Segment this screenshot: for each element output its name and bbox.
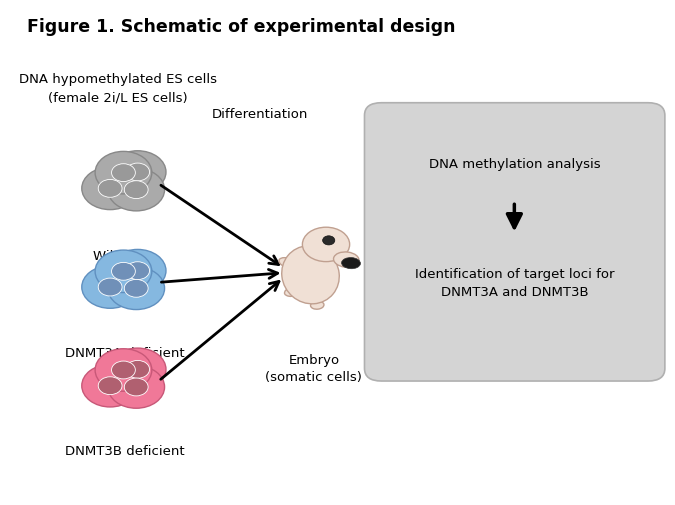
Circle shape — [111, 165, 136, 182]
Ellipse shape — [310, 301, 324, 310]
Ellipse shape — [279, 258, 298, 269]
Text: DNMT3B deficient: DNMT3B deficient — [65, 444, 185, 458]
Circle shape — [99, 180, 122, 198]
Ellipse shape — [333, 252, 359, 268]
Circle shape — [108, 169, 165, 212]
Circle shape — [111, 263, 136, 281]
Text: Wild type: Wild type — [93, 250, 157, 263]
Circle shape — [124, 378, 148, 396]
Ellipse shape — [302, 228, 350, 262]
Circle shape — [124, 181, 148, 199]
Circle shape — [126, 262, 150, 280]
Circle shape — [95, 152, 152, 194]
Text: DNMT3A deficient: DNMT3A deficient — [65, 346, 185, 359]
Circle shape — [82, 266, 138, 309]
Text: Differentiation: Differentiation — [212, 108, 308, 121]
Circle shape — [108, 268, 165, 310]
Text: Embryo
(somatic cells): Embryo (somatic cells) — [265, 354, 362, 383]
Circle shape — [109, 250, 166, 292]
Text: DNA hypomethylated ES cells
(female 2i/L ES cells): DNA hypomethylated ES cells (female 2i/L… — [19, 73, 217, 104]
Circle shape — [99, 377, 122, 395]
Text: DNA methylation analysis: DNA methylation analysis — [429, 158, 600, 171]
Circle shape — [108, 366, 165, 409]
Text: Identification of target loci for
DNMT3A and DNMT3B: Identification of target loci for DNMT3A… — [414, 267, 614, 298]
Circle shape — [82, 365, 138, 407]
Circle shape — [82, 168, 138, 210]
FancyBboxPatch shape — [364, 104, 665, 381]
Ellipse shape — [284, 287, 303, 297]
Circle shape — [111, 362, 136, 379]
Circle shape — [109, 348, 166, 391]
Circle shape — [124, 280, 148, 297]
Circle shape — [99, 279, 122, 296]
Circle shape — [126, 164, 150, 182]
Ellipse shape — [342, 258, 360, 269]
Circle shape — [95, 250, 152, 293]
Circle shape — [95, 349, 152, 391]
Text: Figure 1. Schematic of experimental design: Figure 1. Schematic of experimental desi… — [27, 18, 456, 36]
Ellipse shape — [281, 246, 340, 304]
Circle shape — [126, 361, 150, 379]
Circle shape — [109, 152, 166, 194]
Circle shape — [323, 236, 335, 245]
